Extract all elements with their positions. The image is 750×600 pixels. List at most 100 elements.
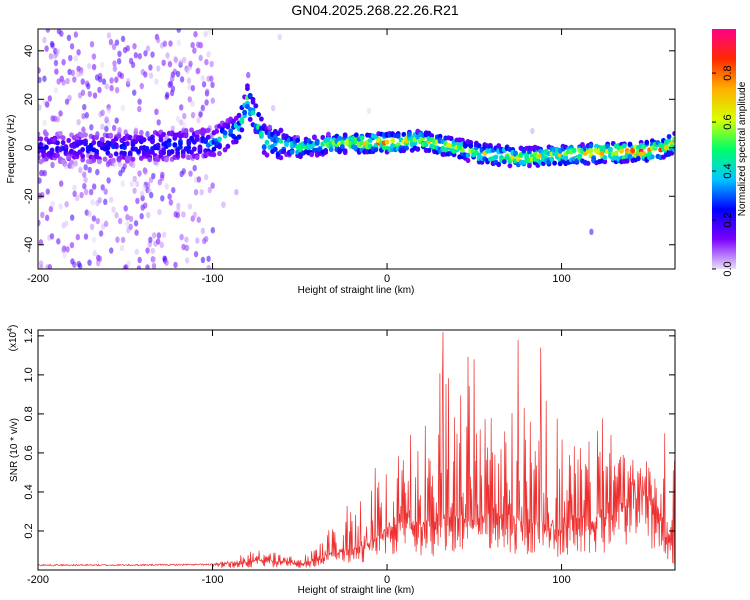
spectrogram-cell (326, 136, 331, 142)
spectrogram-cell (552, 160, 557, 166)
spectrogram-cell (175, 212, 181, 219)
spectrogram-cell (106, 107, 112, 114)
spectrogram-cell (672, 136, 675, 142)
spectrogram-cell (200, 104, 206, 112)
spectrogram-cell (151, 256, 156, 263)
spectrogram-cell (236, 112, 242, 118)
spectrogram-cell (191, 146, 197, 152)
spectrogram-cell (390, 137, 396, 144)
spectrogram-cell (132, 175, 137, 183)
colorbar-tick-label: 0.0 (722, 261, 734, 276)
spectrogram-cell (114, 76, 119, 83)
spectrogram-cell (72, 76, 77, 83)
spectrogram-cell (644, 139, 650, 145)
spectrogram-cell (158, 137, 164, 143)
spectrogram-cell (165, 52, 170, 59)
spectrogram-cell (245, 83, 250, 89)
spectrogram-cell (207, 29, 212, 35)
snr-series-line (38, 331, 675, 569)
spectrogram-cell (84, 112, 90, 119)
spectrogram-cell (42, 36, 47, 44)
spectrogram-cell (50, 161, 55, 169)
spectrogram-cell (43, 156, 49, 162)
spectrogram-cell (68, 54, 73, 62)
spectrogram-cell (284, 141, 289, 148)
spectrogram-cell (86, 83, 91, 90)
spectrogram-cell (73, 160, 78, 167)
spectrogram-cell (97, 159, 102, 165)
spectrogram-cell (38, 219, 41, 227)
spectrogram-cell (76, 49, 81, 56)
spectrogram-cell (527, 149, 532, 155)
spectrogram-cell (149, 191, 154, 199)
spectrogram-cell (108, 38, 114, 46)
spectrogram-cell (200, 256, 206, 264)
spectrogram-cell (131, 161, 136, 169)
spectrogram-cell (204, 99, 209, 106)
spectrogram-cell (123, 205, 128, 212)
spectrogram-cell (253, 103, 259, 109)
spectrogram-cell (151, 262, 157, 269)
spectrogram-cell (239, 127, 245, 133)
spectrogram-cell (278, 155, 284, 161)
spectrogram-cell (672, 130, 675, 137)
spectrogram-cell (91, 215, 97, 222)
spectrogram-cell (106, 32, 112, 39)
spectrogram-cell (89, 41, 95, 48)
spectrogram-cell (38, 104, 42, 111)
spectrogram-cell (217, 150, 222, 157)
spectrogram-cell (83, 132, 88, 138)
spectrogram-cell (115, 236, 120, 243)
spectrogram-cell (178, 104, 184, 111)
spectrogram-cell (170, 75, 175, 82)
spectrogram-cell (43, 131, 49, 137)
spectrogram-cell (101, 78, 107, 85)
spectrogram-cell (549, 156, 555, 162)
spectrogram-cell (197, 144, 203, 150)
spectrogram-cell (53, 59, 59, 67)
spectrogram-cell (404, 145, 409, 151)
spectrogram-cell (42, 170, 47, 177)
spectrogram-y-tick-label: -20 (23, 188, 35, 204)
spectrogram-cell (170, 85, 176, 92)
spectrogram-cell (256, 111, 261, 118)
spectrogram-cell (145, 45, 151, 52)
spectrogram-cell (132, 89, 137, 96)
spectrogram-cell (366, 107, 372, 115)
colorbar-label: Normalized spectral amplitude (737, 81, 748, 216)
spectrogram-cell (95, 168, 100, 176)
spectrogram-cell (277, 33, 282, 41)
spectrogram-cell (111, 124, 117, 132)
spectrogram-cell (342, 148, 348, 154)
spectrogram-cell (217, 144, 222, 150)
colorbar-tick-label: 0.2 (722, 212, 734, 227)
spectrogram-cell (91, 63, 97, 71)
spectrogram-cell (126, 260, 131, 267)
spectrogram-cell (527, 163, 532, 169)
spectrogram-cell (175, 150, 181, 156)
spectrogram-cell (42, 75, 47, 82)
spectrogram-cell (211, 146, 217, 152)
snr-y-tick-label: 0.2 (23, 523, 35, 538)
spectrogram-cell (353, 132, 359, 138)
spectrogram-cell (66, 137, 72, 144)
spectrogram-cell (635, 155, 641, 162)
spectrogram-cell (166, 138, 172, 144)
spectrogram-x-axis-label: Height of straight line (km) (298, 285, 415, 296)
spectrogram-cell (401, 131, 407, 138)
spectrogram-cell (47, 263, 53, 269)
spectrogram-cell (602, 154, 608, 161)
spectrogram-cell (205, 127, 211, 133)
spectrogram-cell (65, 246, 70, 253)
spectrogram-cell (134, 229, 139, 236)
spectrogram-cell (384, 139, 390, 145)
snr-plot-area (38, 330, 675, 570)
spectrogram-cell (209, 60, 214, 68)
snr-panel: -200 -100 0 100 0.2 0.4 0.6 0.8 1.0 1.2 Height o… (7, 325, 676, 596)
spectrogram-cell (72, 184, 77, 192)
spectrogram-cell (38, 136, 44, 142)
spectrogram-cell (129, 180, 134, 188)
spectrogram-cell (210, 182, 215, 189)
spectrogram-cell (108, 153, 114, 159)
spectrogram-cell (145, 247, 150, 254)
